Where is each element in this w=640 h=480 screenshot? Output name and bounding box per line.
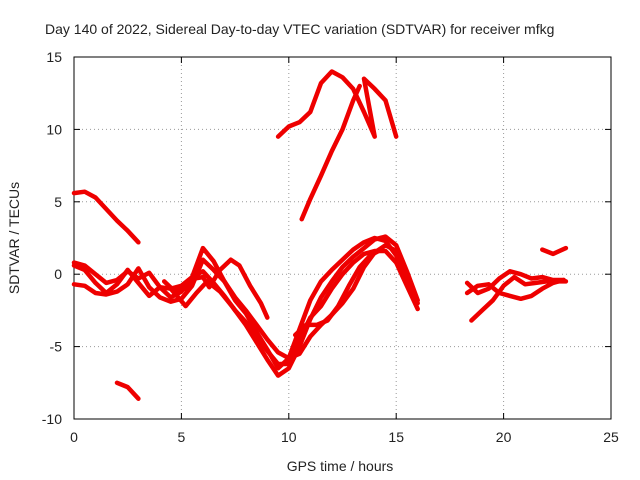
x-axis-label: GPS time / hours bbox=[287, 458, 394, 474]
chart-title: Day 140 of 2022, Sidereal Day-to-day VTE… bbox=[45, 21, 554, 37]
series-track-7 bbox=[168, 234, 420, 378]
y-axis: -10 -5 0 5 10 15 bbox=[42, 49, 611, 427]
x-axis: 0 5 10 15 20 25 bbox=[70, 57, 619, 445]
series-track-11 bbox=[464, 269, 566, 296]
grid-lines bbox=[74, 57, 611, 419]
x-tick-label: 5 bbox=[178, 429, 186, 445]
series-track-2 bbox=[114, 380, 141, 401]
y-tick-label: 5 bbox=[54, 194, 62, 210]
series-track-13 bbox=[469, 274, 569, 323]
series-track-10 bbox=[299, 83, 362, 222]
y-tick-label: -10 bbox=[42, 411, 62, 427]
series-track-12 bbox=[464, 277, 566, 302]
x-tick-label: 15 bbox=[388, 429, 404, 445]
series-track-9 bbox=[275, 69, 399, 139]
y-tick-label: 10 bbox=[46, 121, 62, 137]
x-tick-label: 10 bbox=[281, 429, 297, 445]
y-tick-label: 0 bbox=[54, 266, 62, 282]
x-tick-label: 0 bbox=[70, 429, 78, 445]
y-tick-label: -5 bbox=[50, 339, 63, 355]
data-series bbox=[71, 69, 569, 401]
series-track-8 bbox=[292, 247, 384, 338]
series-track-5 bbox=[71, 235, 420, 371]
series-track-1 bbox=[71, 189, 141, 245]
x-tick-label: 25 bbox=[603, 429, 619, 445]
y-axis-label: SDTVAR / TECUs bbox=[6, 182, 22, 294]
plot-frame bbox=[73, 56, 612, 420]
series-track-14 bbox=[540, 245, 569, 257]
y-tick-label: 15 bbox=[46, 49, 62, 65]
x-tick-label: 20 bbox=[496, 429, 512, 445]
series-track-6 bbox=[161, 257, 270, 320]
